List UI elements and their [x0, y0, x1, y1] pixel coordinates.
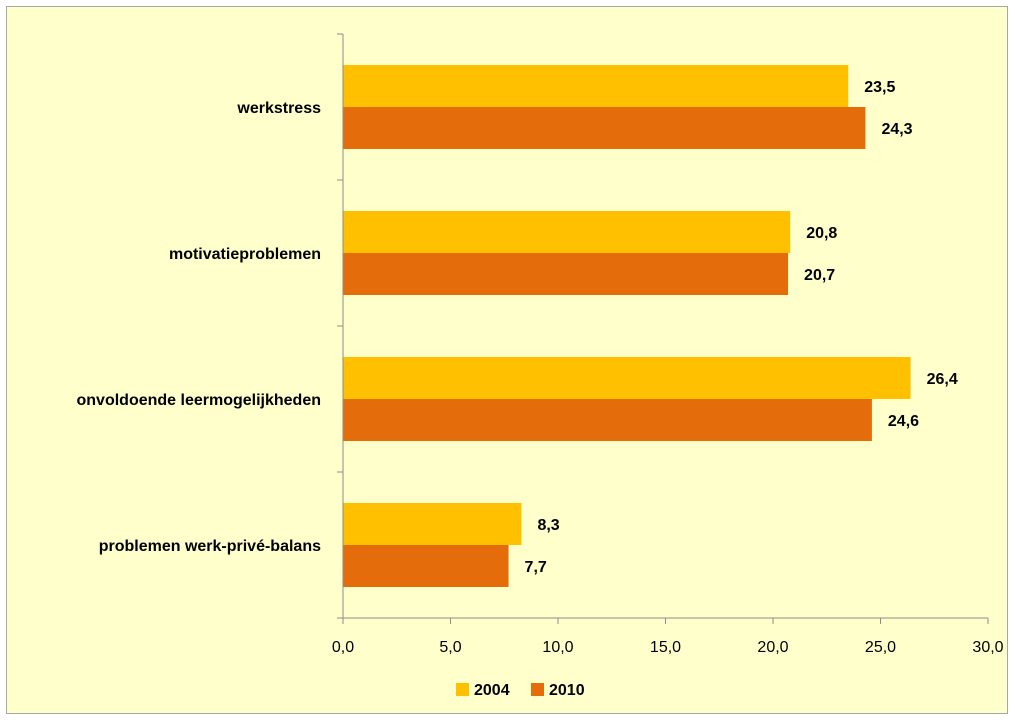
data-label-2004-3: 8,3: [537, 517, 559, 534]
data-label-2004-1: 20,8: [806, 225, 837, 242]
x-tick-label-3: 15,0: [650, 639, 681, 656]
data-label-2010-3: 7,7: [525, 559, 547, 576]
legend-swatch-2010: [531, 683, 544, 696]
bar-2004-3: [343, 503, 522, 545]
bar-2010-2: [343, 399, 872, 441]
x-tick-label-4: 20,0: [757, 639, 788, 656]
x-tick-label-1: 5,0: [439, 639, 461, 656]
data-label-2004-0: 23,5: [864, 79, 895, 96]
x-tick-label-5: 25,0: [865, 639, 896, 656]
bar-2004-1: [343, 211, 791, 253]
x-tick-label-6: 30,0: [972, 639, 1003, 656]
data-label-2004-2: 26,4: [927, 371, 958, 388]
category-label-1: motivatieproblemen: [169, 246, 321, 263]
legend-label-2010: 2010: [549, 682, 585, 699]
bar-2010-1: [343, 253, 789, 295]
data-label-2010-2: 24,6: [888, 413, 919, 430]
data-label-2010-0: 24,3: [881, 121, 912, 138]
bar-2004-0: [343, 65, 849, 107]
x-tick-label-2: 10,0: [542, 639, 573, 656]
category-label-2: onvoldoende leermogelijkheden: [77, 392, 322, 409]
bar-2004-2: [343, 357, 911, 399]
category-label-0: werkstress: [236, 100, 321, 117]
legend-swatch-2004: [456, 683, 469, 696]
legend-label-2004: 2004: [474, 682, 510, 699]
data-label-2010-1: 20,7: [804, 267, 835, 284]
bar-2010-3: [343, 545, 509, 587]
bar-2010-0: [343, 107, 866, 149]
category-label-3: problemen werk-privé-balans: [99, 538, 321, 555]
x-tick-label-0: 0,0: [332, 639, 354, 656]
